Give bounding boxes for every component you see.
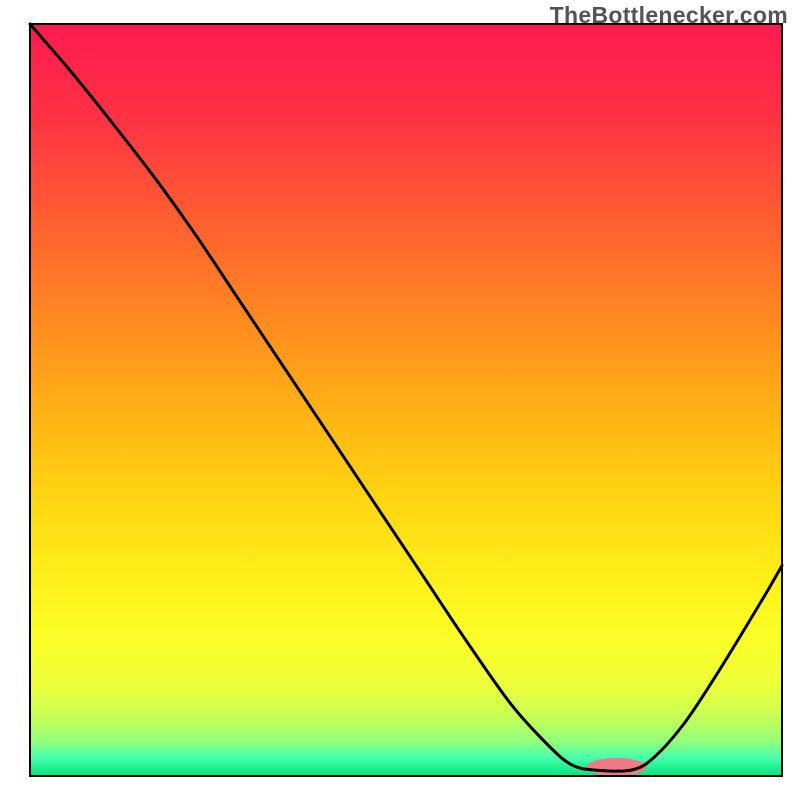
watermark-text: TheBottlenecker.com bbox=[550, 2, 788, 29]
chart-container: TheBottlenecker.com bbox=[0, 0, 800, 800]
plot-background bbox=[30, 24, 782, 776]
bottleneck-chart bbox=[0, 0, 800, 800]
